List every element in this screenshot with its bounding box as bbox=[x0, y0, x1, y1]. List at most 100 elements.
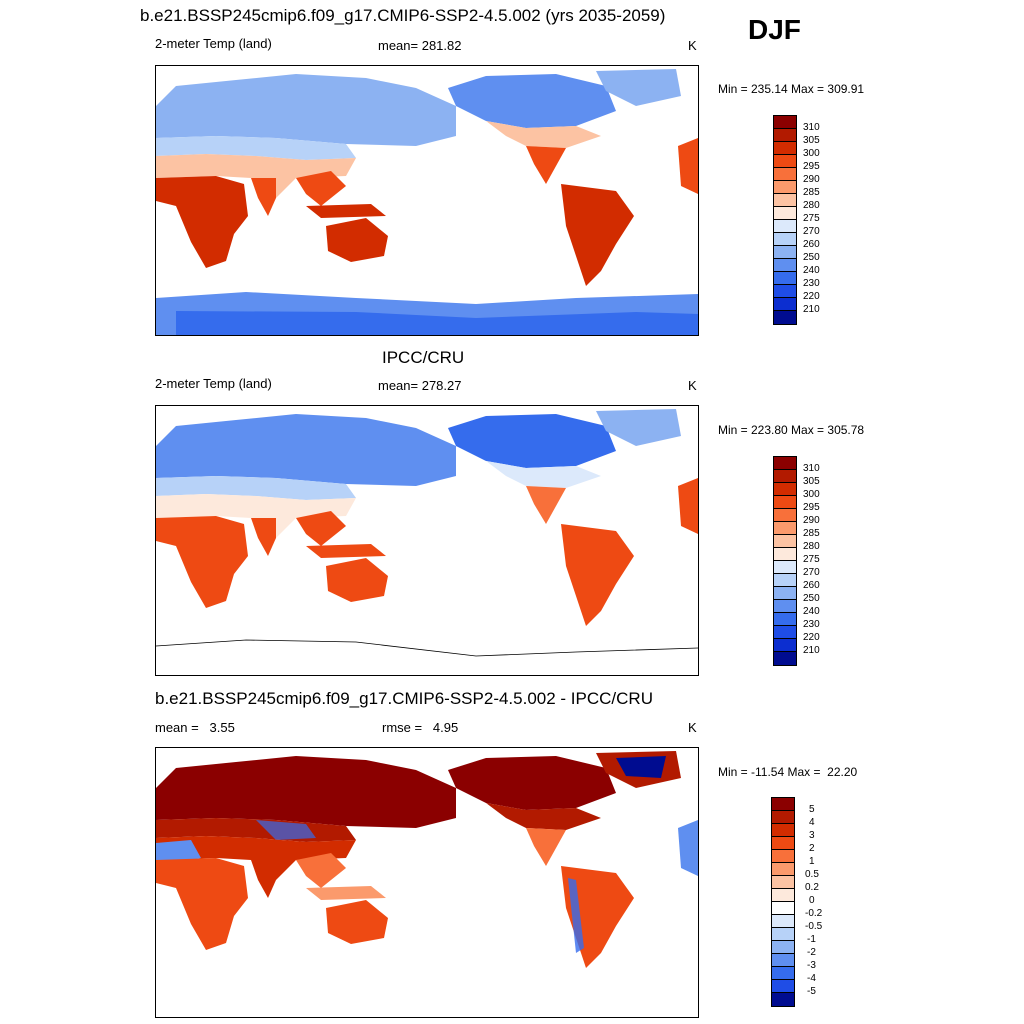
colorbar-tick: 0.2 bbox=[805, 882, 819, 893]
panel3-minmax: Min = -11.54 Max = 22.20 bbox=[718, 765, 858, 779]
indonesia bbox=[306, 886, 386, 900]
south-america bbox=[561, 184, 634, 286]
australia bbox=[326, 900, 388, 944]
antarctica-inner bbox=[176, 311, 698, 335]
central-america bbox=[526, 486, 566, 524]
north-america-mid bbox=[486, 803, 601, 830]
panel2-title: IPCC/CRU bbox=[382, 348, 465, 367]
se-asia bbox=[296, 853, 346, 888]
australia bbox=[326, 558, 388, 602]
panel2-colorbar-box bbox=[773, 456, 797, 666]
panel1-minmax: Min = 235.14 Max = 309.91 bbox=[718, 82, 865, 96]
central-america bbox=[526, 828, 566, 866]
colorbar-tick: 295 bbox=[803, 161, 820, 172]
colorbar-tick: 295 bbox=[803, 502, 820, 513]
africa-east-edge bbox=[678, 138, 698, 194]
colorbar-tick: 230 bbox=[803, 619, 820, 630]
colorbar-tick: 310 bbox=[803, 122, 820, 133]
colorbar-tick: 230 bbox=[803, 278, 820, 289]
panel1-mean-label: mean= 281.82 bbox=[378, 38, 462, 53]
panel3-rmse-label: rmse = 4.95 bbox=[382, 720, 459, 735]
colorbar-tick: 270 bbox=[803, 226, 820, 237]
colorbar-tick: 260 bbox=[803, 239, 820, 250]
panel2-map-svg bbox=[156, 409, 698, 657]
australia bbox=[326, 218, 388, 262]
greenland bbox=[596, 409, 681, 446]
africa bbox=[156, 176, 248, 268]
north-america-cold bbox=[448, 756, 616, 810]
colorbar-tick: 5 bbox=[809, 804, 815, 815]
colorbar-tick: 250 bbox=[803, 252, 820, 263]
panel1-colorbar-box bbox=[773, 115, 797, 325]
africa-east-edge bbox=[678, 478, 698, 534]
colorbar-tick: 285 bbox=[803, 528, 820, 539]
panel1-map bbox=[155, 65, 699, 336]
colorbar-tick: 285 bbox=[803, 187, 820, 198]
panel1-unit-label: K bbox=[688, 38, 697, 53]
colorbar-tick: 290 bbox=[803, 515, 820, 526]
africa-east-edge bbox=[678, 820, 698, 876]
india bbox=[251, 860, 276, 898]
eurasia-north bbox=[156, 74, 456, 146]
panel3-map-svg bbox=[156, 751, 698, 968]
north-america-cold bbox=[448, 74, 616, 128]
panel2-minmax: Min = 223.80 Max = 305.78 bbox=[718, 423, 865, 437]
colorbar-tick: 275 bbox=[803, 213, 820, 224]
colorbar-tick: 305 bbox=[803, 476, 820, 487]
eurasia-north bbox=[156, 414, 456, 486]
india bbox=[251, 178, 276, 216]
colorbar-tick: 305 bbox=[803, 135, 820, 146]
south-asia bbox=[156, 154, 356, 198]
colorbar-tick: -0.2 bbox=[805, 908, 823, 919]
south-asia bbox=[156, 836, 356, 880]
colorbar-tick: -1 bbox=[807, 934, 816, 945]
panel2-mean-label: mean= 278.27 bbox=[378, 378, 462, 393]
colorbar-tick: 4 bbox=[809, 817, 815, 828]
colorbar-tick: 270 bbox=[803, 567, 820, 578]
panel3-mean-label: mean = 3.55 bbox=[155, 720, 235, 735]
colorbar-tick: 240 bbox=[803, 606, 820, 617]
colorbar-tick: -4 bbox=[807, 973, 816, 984]
colorbar-tick: -2 bbox=[807, 947, 816, 958]
south-asia bbox=[156, 494, 356, 538]
greenland-anomaly bbox=[616, 756, 666, 778]
north-america-cold bbox=[448, 414, 616, 468]
panel3-map bbox=[155, 747, 699, 1018]
central-america bbox=[526, 146, 566, 184]
colorbar-tick: 0 bbox=[809, 895, 815, 906]
north-america-mid bbox=[486, 461, 601, 488]
eurasia-north bbox=[156, 756, 456, 828]
greenland bbox=[596, 69, 681, 106]
panel3-unit-label: K bbox=[688, 720, 697, 735]
africa bbox=[156, 858, 248, 950]
colorbar-tick: 2 bbox=[809, 843, 815, 854]
colorbar-tick: -0.5 bbox=[805, 921, 823, 932]
antarctica-outline bbox=[156, 639, 698, 657]
colorbar-tick: 220 bbox=[803, 291, 820, 302]
colorbar-tick: 310 bbox=[803, 463, 820, 474]
africa bbox=[156, 516, 248, 608]
colorbar-tick: 280 bbox=[803, 200, 820, 211]
colorbar-tick: 210 bbox=[803, 645, 820, 656]
panel2-map bbox=[155, 405, 699, 676]
panel2-variable-label: 2-meter Temp (land) bbox=[155, 376, 272, 391]
colorbar-tick: 290 bbox=[803, 174, 820, 185]
andes-anomaly bbox=[568, 878, 584, 953]
indonesia bbox=[306, 544, 386, 558]
se-asia bbox=[296, 511, 346, 546]
panel1-variable-label: 2-meter Temp (land) bbox=[155, 36, 272, 51]
colorbar-tick: -3 bbox=[807, 960, 816, 971]
colorbar-tick: 240 bbox=[803, 265, 820, 276]
north-america-mid bbox=[486, 121, 601, 148]
panel3-colorbar-box bbox=[771, 797, 795, 1007]
colorbar-tick: 280 bbox=[803, 541, 820, 552]
colorbar-tick: 300 bbox=[803, 489, 820, 500]
tibet-anomaly bbox=[256, 820, 316, 840]
colorbar-tick: 300 bbox=[803, 148, 820, 159]
panel1-map-svg bbox=[156, 69, 698, 335]
panel2-unit-label: K bbox=[688, 378, 697, 393]
season-label: DJF bbox=[748, 14, 801, 45]
colorbar-tick: 260 bbox=[803, 580, 820, 591]
panel3-title: b.e21.BSSP245cmip6.f09_g17.CMIP6-SSP2-4.… bbox=[155, 689, 653, 708]
indonesia bbox=[306, 204, 386, 218]
